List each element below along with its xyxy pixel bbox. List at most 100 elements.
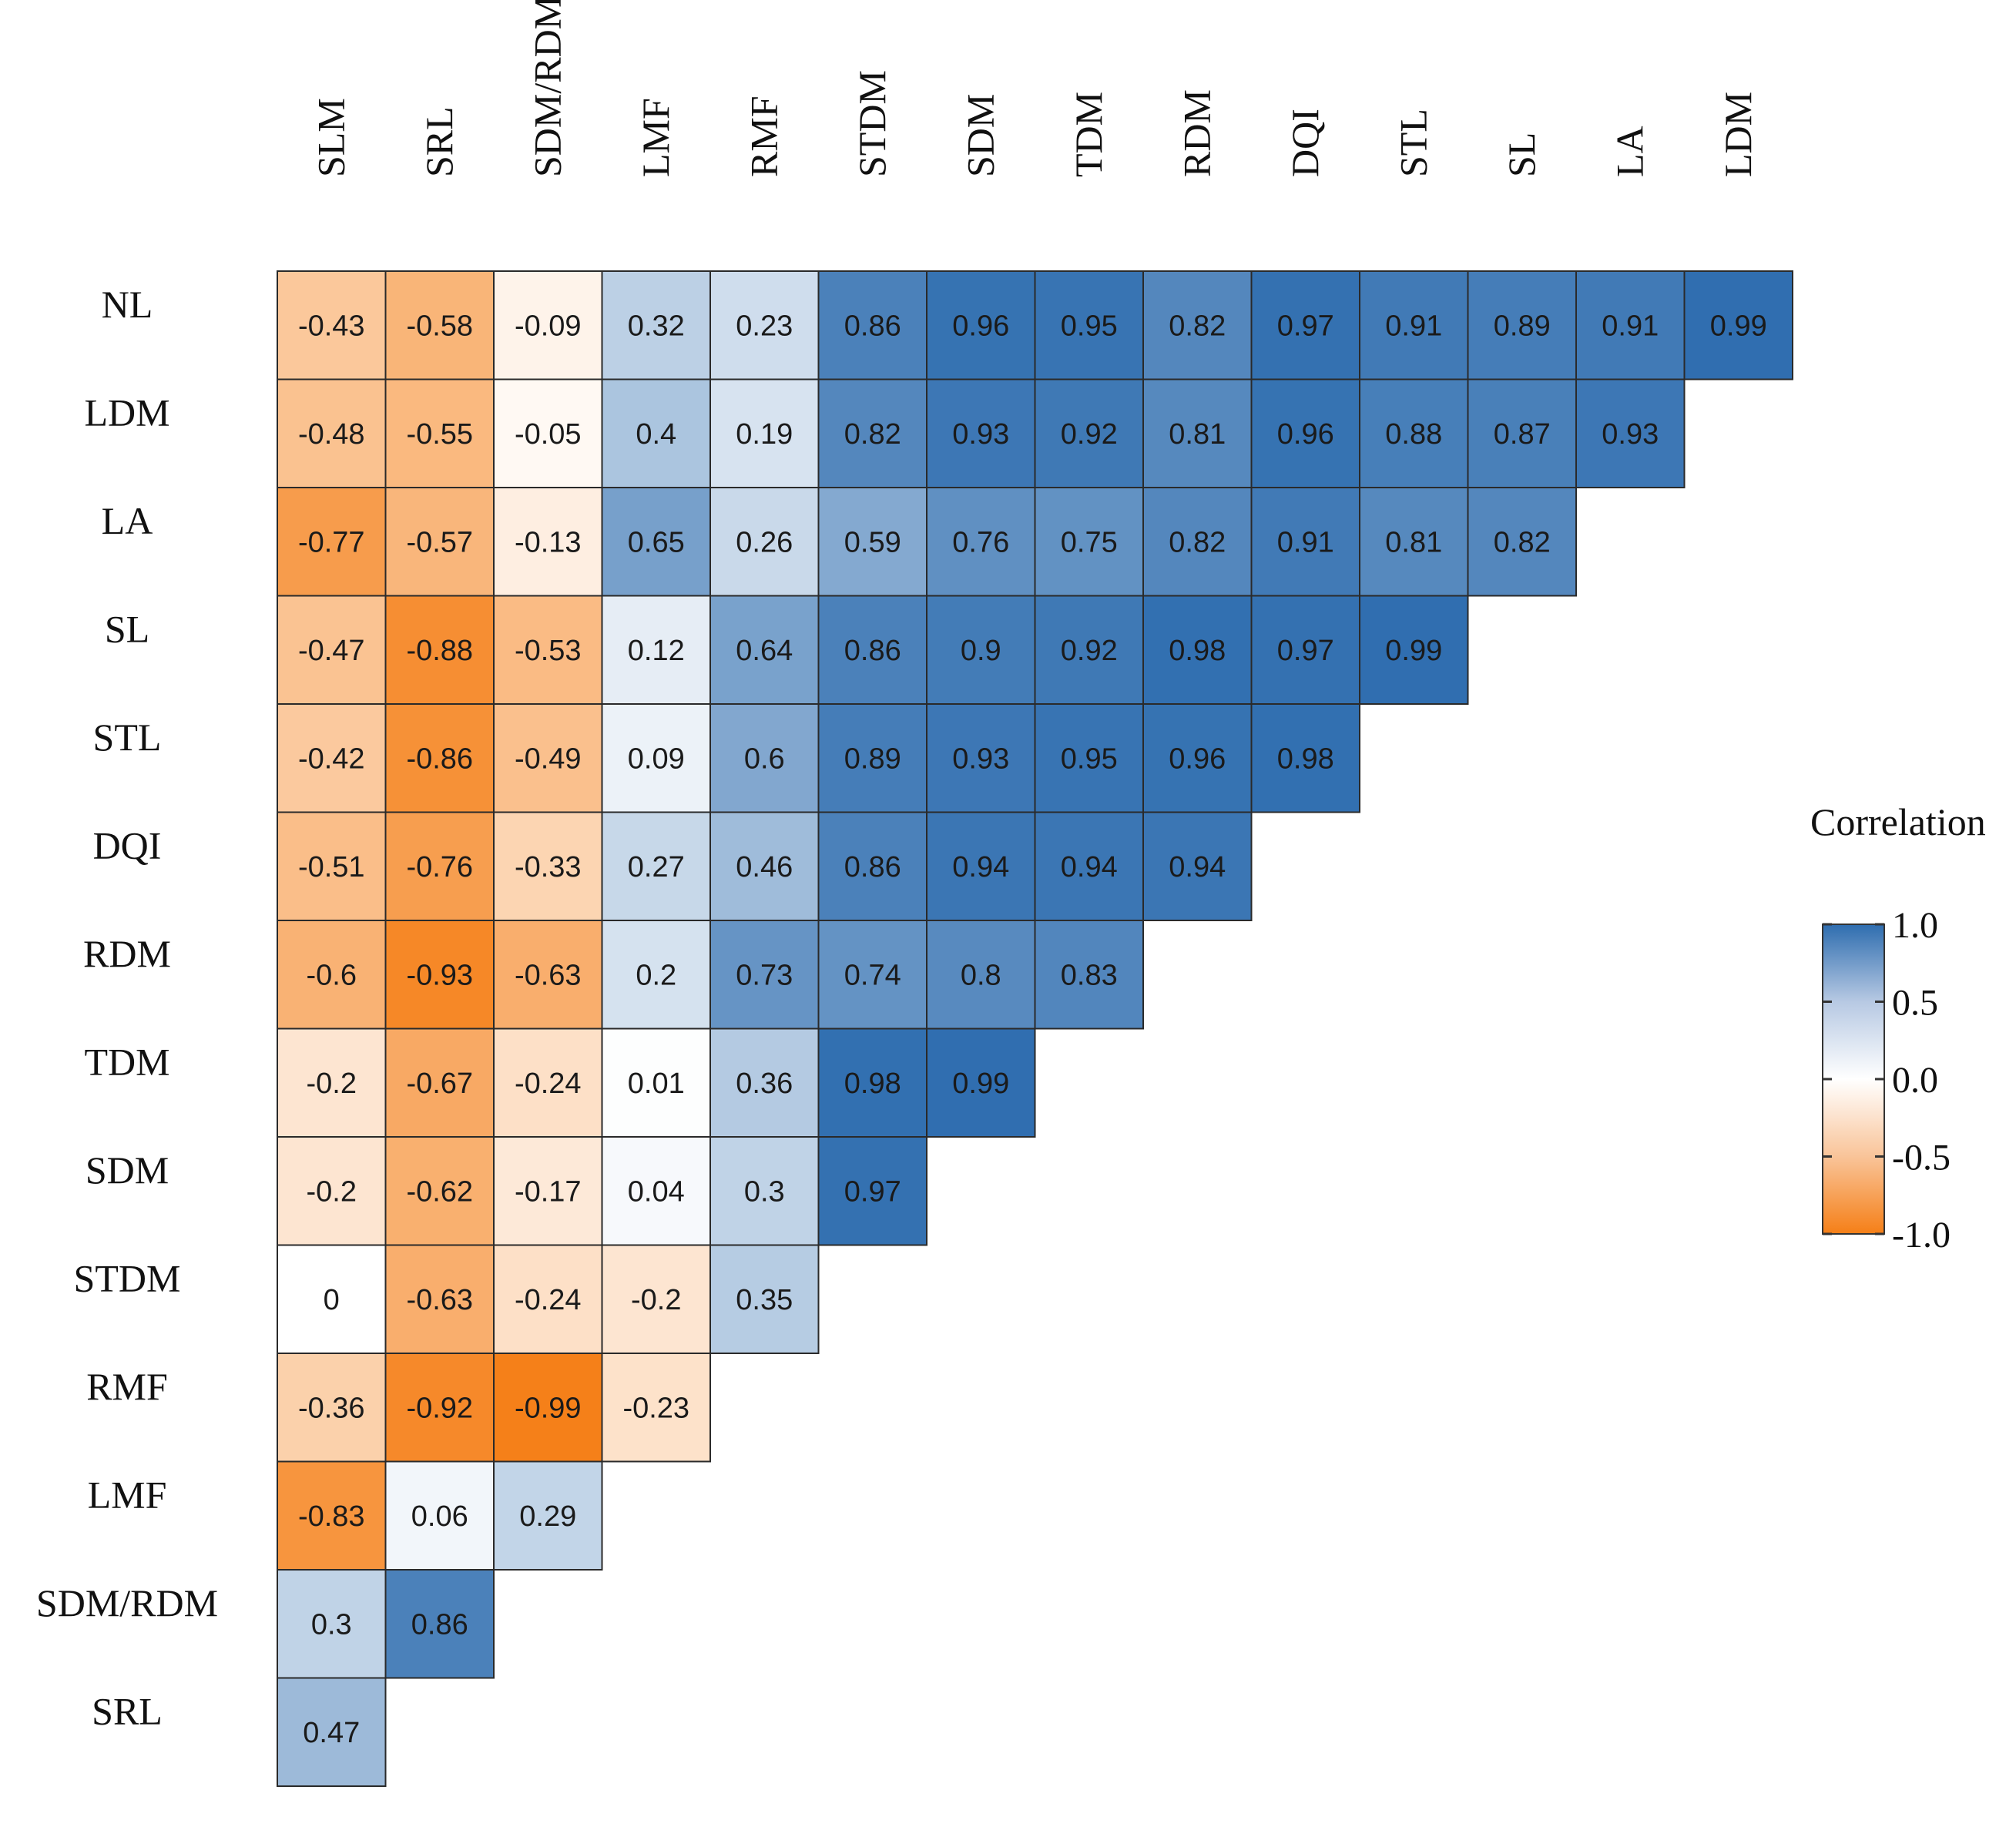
cell-value-label: 0.82 (844, 418, 901, 451)
heatmap-cell (817, 920, 927, 1030)
row-label: LDM (84, 391, 169, 434)
heatmap-cell (384, 1353, 495, 1463)
heatmap-cell (601, 1353, 711, 1463)
cell-value-label: 0.2 (636, 959, 676, 991)
cell-value-label: 0.93 (952, 743, 1009, 775)
heatmap-cell (817, 703, 927, 813)
legend-tick-label: -1.0 (1892, 1215, 1951, 1255)
cell-value-label: 0.97 (1277, 310, 1334, 342)
cell-value-label: 0.76 (952, 526, 1009, 558)
column-label: SDM/RDM (525, 0, 569, 177)
column-label: TDM (1067, 92, 1110, 177)
cell-value-label: 0.99 (1710, 310, 1767, 342)
heatmap-cell (601, 1244, 711, 1354)
heatmap-cell (493, 378, 603, 488)
cell-value-label: -0.17 (515, 1175, 582, 1208)
cell-value-label: 0.91 (1385, 310, 1442, 342)
heatmap-cell (601, 703, 711, 813)
cell-value-label: 0.01 (628, 1068, 685, 1100)
cell-value-label: -0.24 (515, 1284, 582, 1316)
cell-value-label: 0.9 (961, 635, 1001, 667)
row-labels: NL LDM LA SL STL DQI RDM TDM SDM STDM RMF LMF SDM/RD… (36, 283, 218, 1733)
cell-value-label: -0.13 (515, 526, 582, 558)
row-label: SDM/RDM (36, 1581, 218, 1624)
heatmap-cell (601, 595, 711, 705)
cell-value-label: 0.32 (628, 310, 685, 342)
heatmap-cell (709, 1027, 820, 1138)
cell-value-label: 0.3 (311, 1608, 352, 1641)
row-label: TDM (84, 1041, 169, 1084)
cell-value-label: 0.26 (736, 526, 793, 558)
legend-tick-label: 0.0 (1892, 1060, 1938, 1101)
cell-value-label: 0.19 (736, 418, 793, 451)
cell-value-label: -0.51 (298, 851, 365, 883)
cell-value-label: 0.94 (1061, 851, 1118, 883)
cell-value-label: 0.75 (1061, 526, 1118, 558)
column-label: SLM (309, 98, 352, 177)
heatmap-cell (1359, 487, 1469, 597)
cell-value-label: 0.96 (1277, 418, 1334, 451)
heatmap-cell (1142, 487, 1253, 597)
cell-value-label: -0.55 (406, 418, 473, 451)
cell-value-label: 0.8 (961, 959, 1001, 991)
heatmap-cell (384, 1244, 495, 1354)
heatmap-cell (493, 703, 603, 813)
cell-value-label: -0.57 (406, 526, 473, 558)
cell-value-label: -0.43 (298, 310, 365, 342)
column-label: LMF (634, 98, 677, 177)
cell-value-label: 0.83 (1061, 959, 1118, 991)
heatmap-cell (384, 270, 495, 380)
heatmap-cell (1142, 811, 1253, 921)
cell-value-label: -0.49 (515, 743, 582, 775)
heatmap-cell (601, 920, 711, 1030)
cell-value-label: 0.47 (303, 1717, 360, 1749)
cell-value-label: -0.48 (298, 418, 365, 451)
cell-value-label: -0.92 (406, 1392, 473, 1424)
heatmap-cell (493, 1460, 603, 1571)
heatmap-cells: -0.43 -0.58 -0.09 0.32 0.23 0.86 0.96 0.95 0.82 0… (277, 270, 1793, 1787)
cell-value-label: 0 (324, 1284, 340, 1316)
heatmap-cell (709, 1136, 820, 1246)
heatmap-cell (601, 378, 711, 488)
cell-value-label: 0.3 (744, 1175, 785, 1208)
column-label: SRL (418, 106, 461, 177)
heatmap-cell (493, 1353, 603, 1463)
cell-value-label: -0.83 (298, 1500, 365, 1533)
heatmap-cell (277, 1569, 387, 1679)
cell-value-label: 0.86 (844, 310, 901, 342)
heatmap-cell (817, 1027, 927, 1138)
cell-value-label: 0.92 (1061, 635, 1118, 667)
cell-value-label: 0.96 (1169, 743, 1226, 775)
heatmap-cell (1142, 703, 1253, 813)
heatmap-cell (493, 920, 603, 1030)
row-label: NL (102, 283, 153, 326)
heatmap-cell (1034, 920, 1144, 1030)
cell-value-label: 0.95 (1061, 743, 1118, 775)
cell-value-label: -0.63 (406, 1284, 473, 1316)
cell-value-label: -0.58 (406, 310, 473, 342)
row-label: SRL (92, 1690, 163, 1733)
cell-value-label: -0.2 (307, 1068, 357, 1100)
cell-value-label: -0.93 (406, 959, 473, 991)
heatmap-cell (709, 703, 820, 813)
heatmap-cell (384, 1569, 495, 1679)
cell-value-label: 0.93 (1602, 418, 1659, 451)
cell-value-label: 0.86 (844, 635, 901, 667)
cell-value-label: 0.4 (636, 418, 676, 451)
heatmap-cell (1034, 811, 1144, 921)
heatmap-cell (817, 811, 927, 921)
cell-value-label: -0.23 (622, 1392, 689, 1424)
row-label: DQI (93, 824, 162, 867)
cell-value-label: 0.46 (736, 851, 793, 883)
heatmap-cell (1359, 378, 1469, 488)
cell-value-label: 0.98 (1169, 635, 1226, 667)
cell-value-label: 0.29 (519, 1500, 576, 1533)
cell-value-label: 0.91 (1602, 310, 1659, 342)
cell-value-label: -0.42 (298, 743, 365, 775)
heatmap-cell (926, 811, 1036, 921)
heatmap-cell (493, 1136, 603, 1246)
cell-value-label: 0.6 (744, 743, 785, 775)
cell-value-label: 0.99 (1385, 635, 1442, 667)
heatmap-cell (601, 270, 711, 380)
